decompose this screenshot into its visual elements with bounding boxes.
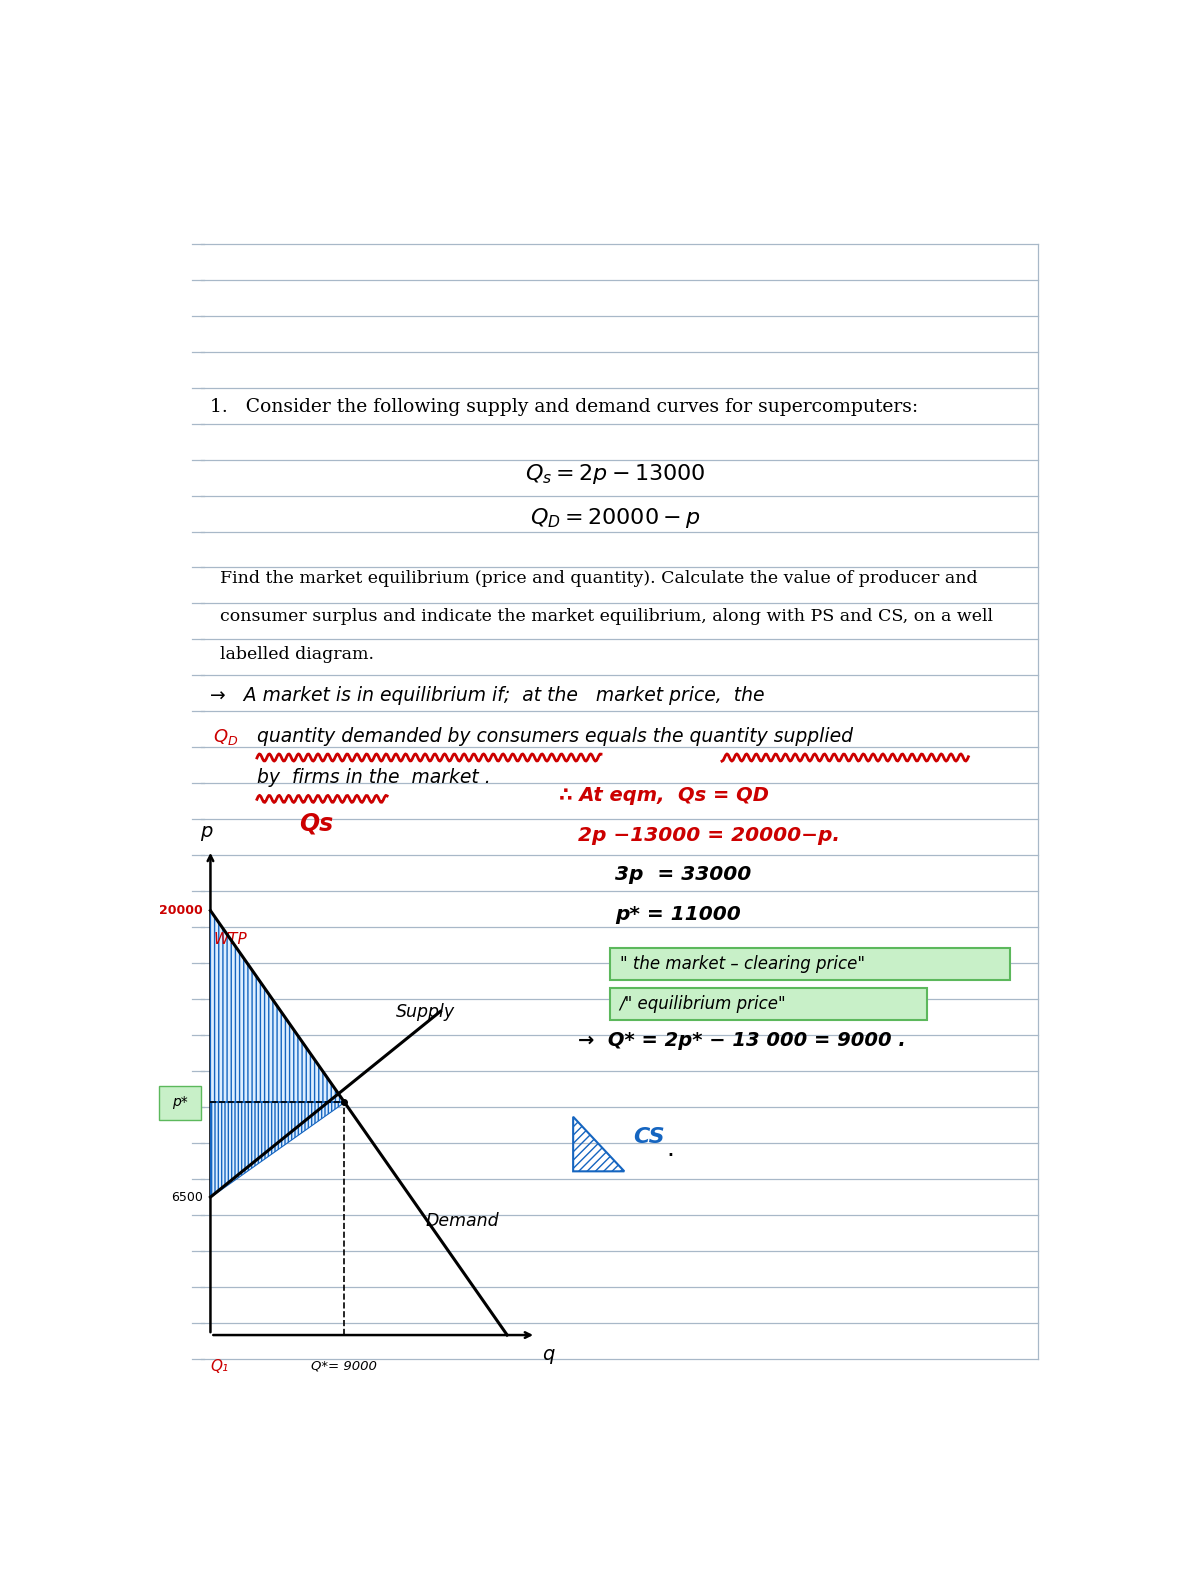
Text: /" equilibrium price": /" equilibrium price" [619,995,786,1013]
Text: →  Q* = 2p* − 13 000 = 9000 .: → Q* = 2p* − 13 000 = 9000 . [578,1032,906,1051]
Text: p* = 11000: p* = 11000 [616,906,740,925]
Text: →   A market is in equilibrium if;  at the   market price,  the: → A market is in equilibrium if; at the … [210,685,764,704]
Text: consumer surplus and indicate the market equilibrium, along with PS and CS, on a: consumer surplus and indicate the market… [220,608,992,625]
Text: labelled diagram.: labelled diagram. [220,646,373,663]
Text: 11500: 11500 [163,1095,203,1109]
Text: Demand: Demand [426,1211,499,1230]
Text: quantity demanded by consumers equals the quantity supplied: quantity demanded by consumers equals th… [257,728,853,747]
Text: WTP: WTP [214,932,247,947]
Text: p*: p* [172,1095,187,1109]
Text: CS: CS [634,1128,665,1147]
Text: ∴ At eqm,  Qs = QD: ∴ At eqm, Qs = QD [559,786,769,805]
Text: $Q_D = 20000- p$: $Q_D = 20000- p$ [529,506,701,529]
Bar [611,988,926,1019]
Bar [160,1085,202,1120]
Text: by  firms in the  market .: by firms in the market . [257,769,491,788]
Text: 20000: 20000 [160,904,203,917]
Text: Q*= 9000: Q*= 9000 [311,1359,377,1372]
Text: .: . [666,1137,674,1161]
Text: q: q [542,1345,554,1364]
Text: $Q_D$: $Q_D$ [214,728,239,747]
Text: Qs: Qs [299,811,334,835]
Text: 2p −13000 = 20000−p.: 2p −13000 = 20000−p. [578,825,840,844]
Text: p: p [199,822,212,841]
Text: Supply: Supply [396,1003,455,1021]
Bar [611,948,1010,980]
Text: Find the market equilibrium (price and quantity). Calculate the value of produce: Find the market equilibrium (price and q… [220,570,977,587]
Text: " the market – clearing price": " the market – clearing price" [619,954,865,973]
Text: Q₁: Q₁ [210,1359,228,1375]
Text: 1.   Consider the following supply and demand curves for supercomputers:: 1. Consider the following supply and dem… [210,397,918,416]
Text: 6500: 6500 [172,1191,203,1203]
Polygon shape [210,1101,344,1197]
Polygon shape [210,910,344,1101]
Text: 3p  = 33000: 3p = 33000 [616,866,751,885]
Text: $Q_s = 2p-13000$: $Q_s = 2p-13000$ [524,463,706,487]
